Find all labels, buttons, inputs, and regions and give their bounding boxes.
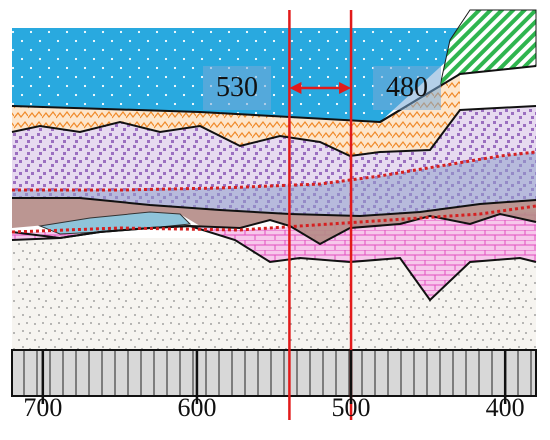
x-tick-label: 400: [485, 393, 525, 422]
label-right-value: 480: [373, 66, 441, 110]
green-wedge: [439, 9, 537, 88]
x-tick-label: 700: [23, 393, 63, 422]
boundary-purple-top: [11, 105, 537, 158]
x-tick-label: 600: [177, 393, 217, 422]
pink-limestone-layer: [12, 212, 536, 300]
red-dotted-lower: [11, 204, 537, 234]
blue-band: [12, 152, 536, 216]
base-stratum: [11, 349, 537, 397]
x-tick-label: 500: [331, 393, 371, 422]
teal-lens: [38, 211, 192, 235]
boundary-sand-top: [11, 224, 537, 302]
base-hatch-lines: [23, 351, 532, 395]
x-axis-ticks: [41, 350, 507, 404]
arrowhead-left: [289, 82, 302, 94]
label-left-value: 530: [203, 66, 271, 110]
arrowhead-right: [339, 82, 352, 94]
